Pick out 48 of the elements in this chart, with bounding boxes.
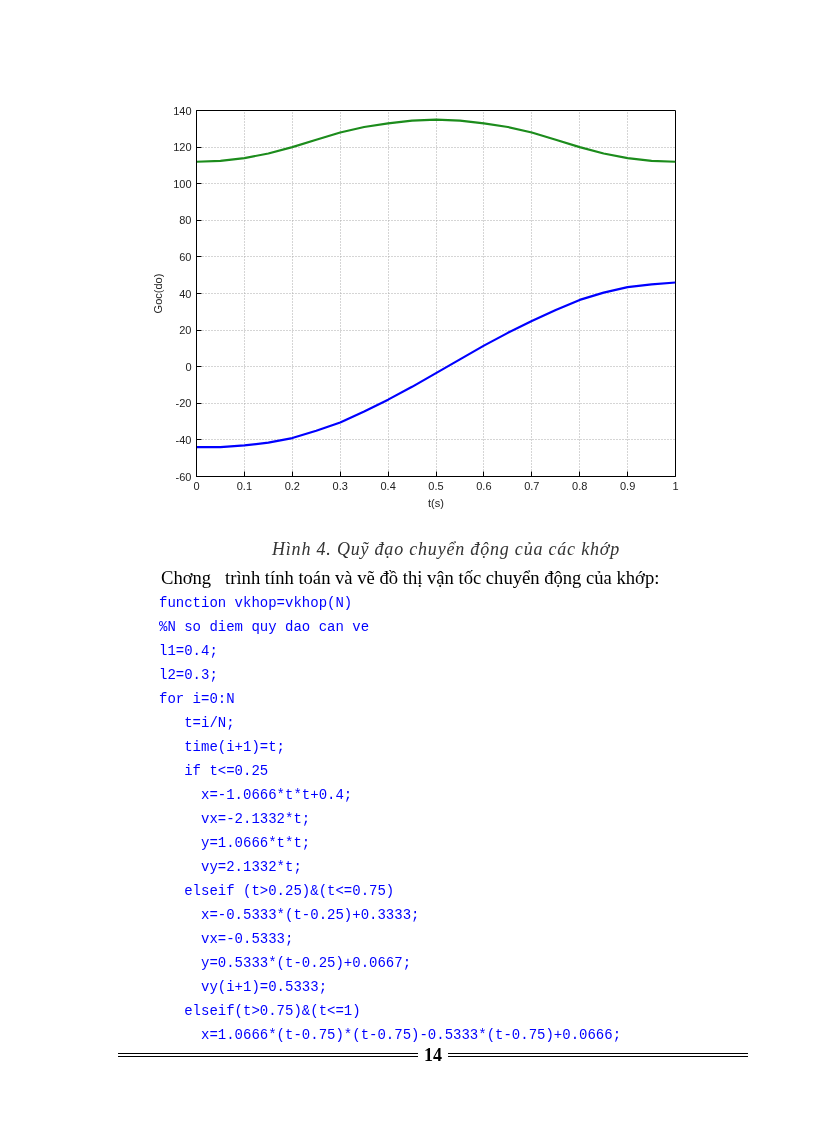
x-tick-label: 0.1 xyxy=(236,479,253,492)
y-tick-label: 120 xyxy=(173,141,192,154)
x-tick-label: 0.8 xyxy=(572,479,588,492)
text: y=1.0666*t*t; xyxy=(200,834,312,853)
y-tick-label: 140 xyxy=(173,104,192,117)
y-tick-label: 20 xyxy=(179,324,192,337)
y-axis-title: Goc(do) xyxy=(152,273,165,314)
x-tick-label: 0.7 xyxy=(524,479,540,492)
x-tick-label: 0.3 xyxy=(332,479,348,492)
x-tick-label: 0 xyxy=(193,479,200,492)
text: 14 xyxy=(423,1045,443,1065)
text: y=0.5333*(t-0.25)+0.0667; xyxy=(200,954,413,973)
text: elseif (t>0.25)&(t<=0.75) xyxy=(183,882,396,901)
y-tick-label: -60 xyxy=(175,470,192,483)
x-tick-label: 0.2 xyxy=(284,479,300,492)
text: vx=-2.1332*t; xyxy=(200,810,312,829)
x-tick-label: 0.9 xyxy=(619,479,636,492)
y-tick-label: -20 xyxy=(175,397,192,410)
x-tick-label: 0.4 xyxy=(380,479,396,492)
text: t=i/N; xyxy=(183,714,236,733)
text: Chơng trình tính toán và vẽ đồ thị vận tốc chuyển động của khớp: xyxy=(160,566,661,590)
x-tick-label: 1 xyxy=(672,479,679,492)
y-tick-label: 80 xyxy=(179,214,192,227)
y-tick-label: -40 xyxy=(175,433,192,446)
line-series xyxy=(196,281,676,449)
text: vx=-0.5333; xyxy=(200,930,295,949)
text: l1=0.4; xyxy=(159,642,219,661)
line-series xyxy=(196,118,676,163)
text: vy=2.1332*t; xyxy=(200,858,303,877)
text: function vkhop=vkhop(N) xyxy=(159,594,354,613)
text: if t<=0.25 xyxy=(183,762,270,781)
text: Hình 4. Quỹ đạo chuyển động của các khớp xyxy=(271,538,621,561)
y-tick-label: 40 xyxy=(179,287,192,300)
text: elseif(t>0.75)&(t<=1) xyxy=(183,1002,362,1021)
x-tick-label: 0.6 xyxy=(476,479,492,492)
x-axis-title: t(s) xyxy=(428,496,444,509)
y-tick-label: 0 xyxy=(185,360,192,373)
text: x=-0.5333*(t-0.25)+0.3333; xyxy=(200,906,421,925)
text: time(i+1)=t; xyxy=(183,738,287,757)
y-tick-label: 60 xyxy=(179,250,192,263)
y-tick-label: 100 xyxy=(173,177,192,190)
text: x=-1.0666*t*t+0.4; xyxy=(200,786,354,805)
text: for i=0:N xyxy=(159,690,236,709)
x-tick-label: 0.5 xyxy=(428,479,444,492)
text: vy(i+1)=0.5333; xyxy=(200,978,329,997)
text: x=1.0666*(t-0.75)*(t-0.75)-0.5333*(t-0.75)+0.0666; xyxy=(201,1027,622,1043)
text: %N so diem quy dao can ve xyxy=(159,618,371,637)
text: l2=0.3; xyxy=(159,666,219,685)
